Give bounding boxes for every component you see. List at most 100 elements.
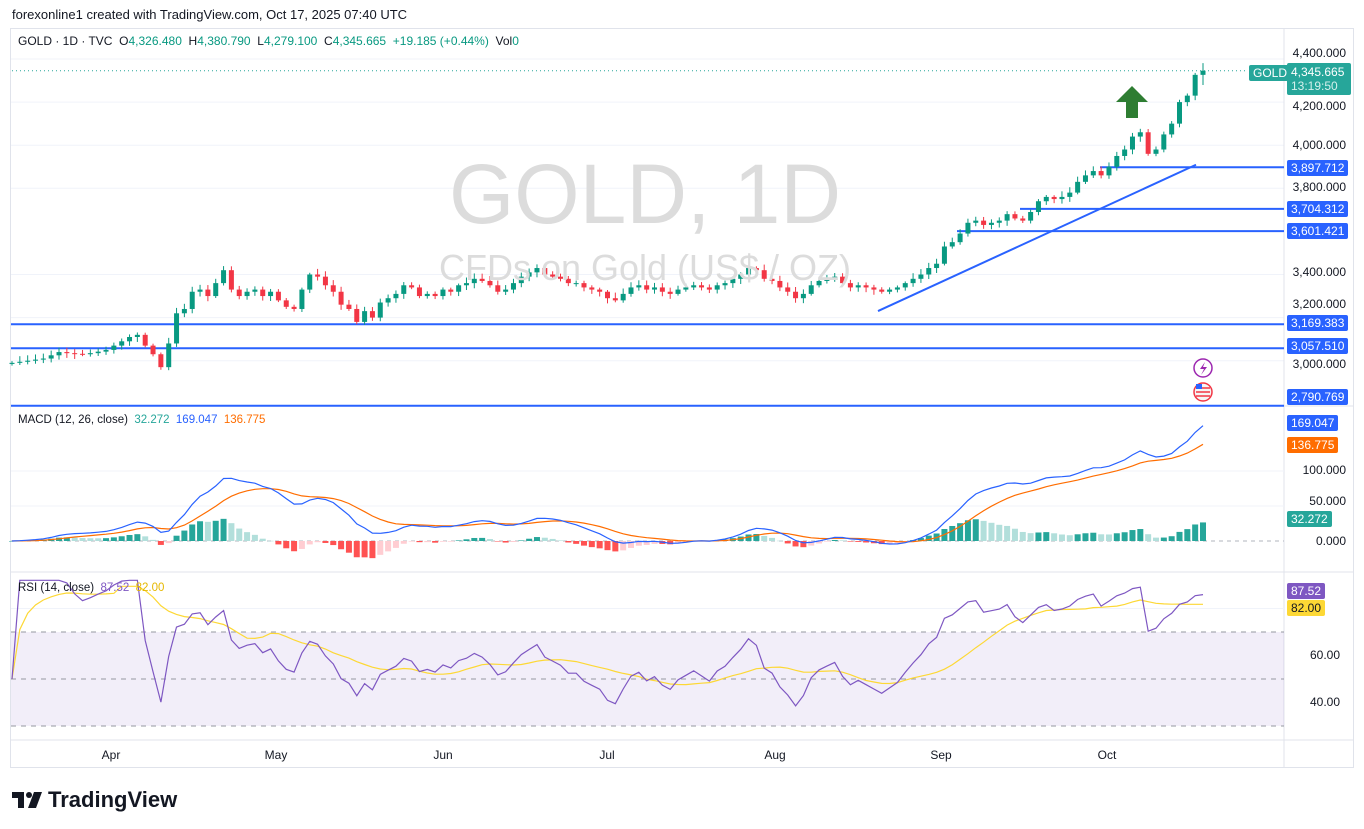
candle-body bbox=[362, 311, 368, 322]
candle-body bbox=[597, 289, 603, 292]
macd-histogram-bar bbox=[447, 541, 454, 542]
candle-body bbox=[401, 285, 407, 294]
macd-histogram-bar bbox=[808, 541, 815, 546]
macd-histogram-bar bbox=[228, 523, 235, 541]
candle-body bbox=[667, 291, 673, 294]
candles bbox=[9, 63, 1206, 371]
candle-body bbox=[605, 291, 610, 299]
candle-body bbox=[518, 276, 524, 284]
candle-body bbox=[377, 302, 383, 318]
candle-body bbox=[926, 268, 932, 275]
candle-body bbox=[369, 311, 375, 318]
candle-body bbox=[1098, 171, 1104, 176]
candle-body bbox=[746, 268, 752, 275]
trendline bbox=[877, 163, 1197, 312]
macd-histogram-bar bbox=[71, 537, 78, 541]
watermark-title: GOLD, 1D bbox=[448, 147, 842, 241]
high-value: 4,380.790 bbox=[197, 34, 251, 48]
open-value: 4,326.480 bbox=[128, 34, 182, 48]
candle-body bbox=[1067, 192, 1073, 197]
macd-histogram-bar bbox=[847, 541, 854, 542]
x-tick: Sep bbox=[930, 748, 952, 762]
candle-body bbox=[1035, 201, 1041, 213]
macd-histogram-bar bbox=[620, 541, 627, 551]
x-tick: Oct bbox=[1097, 748, 1117, 762]
macd-histogram-bar bbox=[150, 539, 157, 541]
candle-body bbox=[1090, 171, 1096, 176]
candle-body bbox=[72, 353, 78, 355]
candle-body bbox=[174, 313, 180, 344]
candle-body bbox=[25, 360, 31, 362]
macd-histogram-bar bbox=[157, 541, 164, 545]
x-tick: Jul bbox=[599, 748, 615, 762]
candle-body bbox=[9, 362, 15, 364]
macd-histogram-bar bbox=[283, 541, 290, 549]
candle-body bbox=[1137, 132, 1143, 137]
x-tick: May bbox=[264, 748, 288, 762]
macd-histogram-bar bbox=[87, 538, 94, 541]
macd-histogram-bar bbox=[823, 541, 830, 542]
candle-body bbox=[127, 336, 133, 342]
symbol-legend[interactable]: GOLD · 1D · TVC O4,326.480 H4,380.790 L4… bbox=[18, 34, 519, 48]
macd-histogram-bar bbox=[502, 541, 509, 543]
candle-body bbox=[103, 349, 109, 352]
macd-value: 169.047 bbox=[175, 414, 218, 426]
macd-histogram-bar bbox=[753, 534, 760, 541]
macd-histogram-bar bbox=[792, 541, 799, 547]
candle-body bbox=[424, 293, 430, 297]
macd-histogram-bar bbox=[980, 520, 987, 541]
rsi-title: RSI (14, close) bbox=[18, 582, 95, 594]
candle-body bbox=[166, 343, 172, 368]
macd-histogram-bar bbox=[957, 523, 964, 541]
candle-body bbox=[197, 289, 203, 292]
macd-histogram-bar bbox=[385, 541, 392, 552]
macd-histogram-bar bbox=[338, 541, 345, 550]
macd-y-tick: 0.000 bbox=[1315, 534, 1346, 548]
candle-body bbox=[628, 287, 634, 294]
candle-body bbox=[1192, 74, 1198, 96]
macd-histogram-bar bbox=[361, 541, 368, 558]
candle-body bbox=[1145, 132, 1151, 154]
macd-histogram-bar bbox=[1121, 532, 1128, 541]
candle-body bbox=[699, 285, 705, 288]
candle-body bbox=[189, 291, 195, 309]
candle-body bbox=[777, 280, 783, 288]
candle-body bbox=[918, 274, 924, 279]
macd-histogram-bar bbox=[1043, 532, 1050, 541]
candle-body bbox=[840, 276, 846, 284]
candle-body bbox=[385, 298, 391, 303]
candle-body bbox=[95, 351, 101, 354]
macd-histogram-bar bbox=[9, 541, 15, 542]
macd-legend[interactable]: MACD (12, 26, close) 32.272 169.047 136.… bbox=[18, 414, 265, 426]
tradingview-logo[interactable]: TradingView bbox=[12, 787, 177, 813]
macd-histogram-bar bbox=[1098, 534, 1105, 541]
candle-body bbox=[221, 270, 227, 284]
candle-body bbox=[463, 283, 469, 286]
candle-body bbox=[495, 285, 501, 292]
macd-histogram-bar bbox=[1027, 533, 1034, 541]
macd-histogram-bar bbox=[63, 537, 70, 541]
macd-histogram-bar bbox=[972, 519, 979, 541]
macd-histogram-bar bbox=[580, 541, 587, 546]
macd-histogram-bar bbox=[1011, 528, 1018, 541]
candle-body bbox=[761, 270, 767, 279]
macd-histogram-bar bbox=[1113, 533, 1120, 541]
macd-title: MACD (12, 26, close) bbox=[18, 414, 128, 426]
candle-body bbox=[879, 289, 885, 292]
candle-body bbox=[832, 276, 838, 279]
macd-histogram-bar bbox=[886, 541, 893, 545]
macd-histogram-bar bbox=[1051, 533, 1058, 541]
symbol-tag: GOLD bbox=[1249, 65, 1292, 81]
macd-histogram-bar bbox=[573, 541, 580, 544]
candle-body bbox=[440, 289, 446, 297]
candle-body bbox=[706, 287, 712, 290]
macd-histogram-bar bbox=[996, 524, 1003, 541]
candle-body bbox=[40, 358, 46, 360]
macd-histogram-bar bbox=[784, 541, 791, 544]
close-label: C bbox=[324, 34, 333, 48]
rsi-ma-value: 82.00 bbox=[135, 582, 165, 594]
candle-body bbox=[510, 283, 516, 290]
rsi-legend[interactable]: RSI (14, close) 87.52 82.00 bbox=[18, 582, 164, 594]
candle-body bbox=[526, 272, 532, 277]
